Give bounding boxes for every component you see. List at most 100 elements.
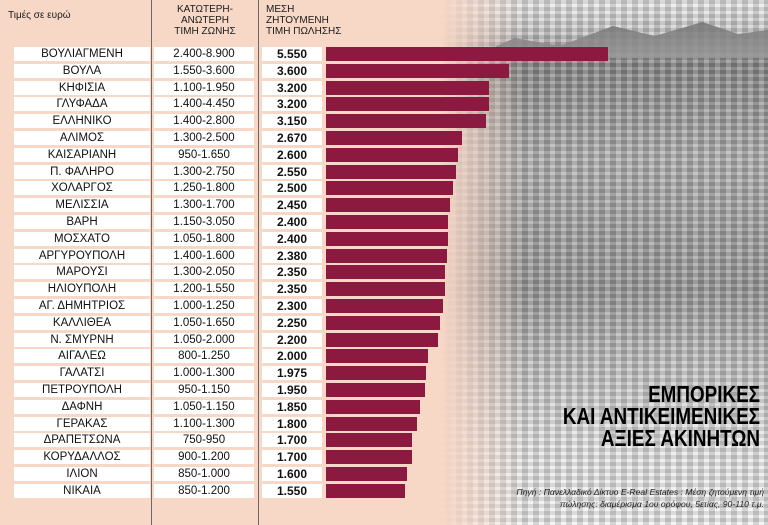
- price-bar: [326, 198, 450, 213]
- average-price: 3.150: [262, 114, 322, 129]
- area-name: ΓΕΡΑΚΑΣ: [14, 416, 150, 431]
- average-price: 2.350: [262, 265, 322, 280]
- average-price: 5.550: [262, 47, 322, 61]
- price-range: 850-1.000: [154, 467, 254, 481]
- area-name: ΚΑΙΣΑΡΙΑΝΗ: [14, 147, 150, 162]
- price-bar: [326, 399, 420, 414]
- price-bar: [326, 433, 412, 448]
- price-bar: [326, 114, 486, 129]
- area-name: ΠΕΤΡΟΥΠΟΛΗ: [14, 383, 150, 397]
- price-bar: [326, 215, 448, 229]
- area-name: ΔΡΑΠΕΤΣΩΝΑ: [14, 433, 150, 448]
- average-price: 2.250: [262, 315, 322, 330]
- area-name: ΝΙΚΑΙΑ: [14, 483, 150, 498]
- price-bar: [326, 131, 462, 145]
- price-bar: [326, 47, 608, 61]
- unit-label: Τιμές σε ευρώ: [8, 10, 71, 21]
- price-range: 2.400-8.900: [154, 47, 254, 61]
- average-price: 1.800: [262, 416, 322, 431]
- area-name: ΑΛΙΜΟΣ: [14, 131, 150, 145]
- average-price: 2.670: [262, 131, 322, 145]
- area-name: ΑΓ. ΔΗΜΗΤΡΙΟΣ: [14, 299, 150, 313]
- average-price: 2.600: [262, 147, 322, 162]
- average-price: 2.380: [262, 248, 322, 263]
- price-bar: [326, 299, 443, 313]
- area-name: ΜΑΡΟΥΣΙ: [14, 265, 150, 280]
- column-divider: [151, 0, 152, 525]
- price-bar: [326, 483, 405, 498]
- table-row: ΜΑΡΟΥΣΙ 1.300-2.050 2.350: [0, 265, 768, 280]
- price-header-line: ΜΕΣΗ: [266, 4, 295, 15]
- table-row: ΧΟΛΑΡΓΟΣ 1.250-1.800 2.500: [0, 181, 768, 196]
- price-bar: [326, 366, 426, 381]
- table-row: ΒΑΡΗ 1.150-3.050 2.400: [0, 215, 768, 230]
- price-bar: [326, 349, 428, 364]
- table-row: ΔΡΑΠΕΤΣΩΝΑ 750-950 1.700: [0, 433, 768, 448]
- average-price: 1.950: [262, 383, 322, 397]
- table-row: ΓΕΡΑΚΑΣ 1.100-1.300 1.800: [0, 416, 768, 432]
- city-photo: [440, 0, 768, 525]
- area-name: ΔΑΦΝΗ: [14, 399, 150, 414]
- title-line: ΚΑΙ ΑΝΤΙΚΕΙΜΕΝΙΚΕΣ: [562, 403, 760, 429]
- area-name: ΑΙΓΑΛΕΩ: [14, 349, 150, 364]
- price-bar: [326, 147, 458, 162]
- area-name: ΒΑΡΗ: [14, 215, 150, 229]
- price-bar: [326, 164, 456, 179]
- average-price: 2.350: [262, 282, 322, 297]
- table-row: ΓΑΛΑΤΣΙ 1.000-1.300 1.975: [0, 366, 768, 381]
- average-price: 3.200: [262, 97, 322, 112]
- range-header-line: ΤΙΜΗ ΖΩΝΗΣ: [174, 26, 236, 37]
- price-range: 1.000-1.250: [154, 299, 254, 313]
- average-price: 1.850: [262, 399, 322, 414]
- price-range: 950-1.150: [154, 383, 254, 397]
- table-row: ΚΟΡΥΔΑΛΛΟΣ 900-1.200 1.700: [0, 450, 768, 465]
- price-range: 1.400-4.450: [154, 97, 254, 112]
- table-row: ΚΑΙΣΑΡΙΑΝΗ 950-1.650 2.600: [0, 147, 768, 163]
- table-row: ΑΙΓΑΛΕΩ 800-1.250 2.000: [0, 349, 768, 364]
- price-bar: [326, 315, 440, 330]
- price-bar: [326, 231, 448, 246]
- table-row: ΑΓ. ΔΗΜΗΤΡΙΟΣ 1.000-1.250 2.300: [0, 299, 768, 314]
- table-row: ΝΙΚΑΙΑ 850-1.200 1.550: [0, 483, 768, 499]
- price-range: 1.250-1.800: [154, 181, 254, 196]
- area-name: ΚΟΡΥΔΑΛΛΟΣ: [14, 450, 150, 465]
- price-bar: [326, 383, 425, 397]
- price-bar: [326, 332, 438, 347]
- price-bar: [326, 450, 412, 465]
- table-row: ΒΟΥΛΑ 1.550-3.600 3.600: [0, 63, 768, 79]
- price-range: 1.300-2.750: [154, 164, 254, 179]
- price-range: 1.400-2.800: [154, 114, 254, 129]
- area-name: ΧΟΛΑΡΓΟΣ: [14, 181, 150, 196]
- average-price: 2.400: [262, 215, 322, 229]
- price-header-line: ΤΙΜΗ ΠΩΛΗΣΗΣ: [266, 26, 342, 37]
- table-row: Π. ΦΑΛΗΡΟ 1.300-2.750 2.550: [0, 164, 768, 180]
- table-row: ΠΕΤΡΟΥΠΟΛΗ 950-1.150 1.950: [0, 383, 768, 398]
- price-range: 1.150-3.050: [154, 215, 254, 229]
- area-name: Π. ΦΑΛΗΡΟ: [14, 164, 150, 179]
- area-name: ΗΛΙΟΥΠΟΛΗ: [14, 282, 150, 297]
- table-row: ΜΟΣΧΑΤΟ 1.050-1.800 2.400: [0, 231, 768, 247]
- average-price: 1.600: [262, 467, 322, 481]
- source-line: Πηγή : Πανελλαδικό Δίκτυο E-Real Estates…: [516, 487, 764, 497]
- area-name: ΓΑΛΑΤΣΙ: [14, 366, 150, 381]
- table-row: ΕΛΛΗΝΙΚΟ 1.400-2.800 3.150: [0, 114, 768, 129]
- area-name: ΙΛΙΟΝ: [14, 467, 150, 481]
- chart-title: ΕΜΠΟΡΙΚΕΣ ΚΑΙ ΑΝΤΙΚΕΙΜΕΝΙΚΕΣ ΑΞΙΕΣ ΑΚΙΝΗ…: [522, 383, 760, 451]
- price-range: 1.200-1.550: [154, 282, 254, 297]
- average-price: 2.550: [262, 164, 322, 179]
- area-name: Ν. ΣΜΥΡΝΗ: [14, 332, 150, 347]
- price-bar: [326, 181, 453, 196]
- price-bar: [326, 416, 417, 431]
- title-line: ΑΞΙΕΣ ΑΚΙΝΗΤΩΝ: [600, 425, 760, 451]
- price-range: 1.050-2.000: [154, 332, 254, 347]
- range-header-line: ΚΑΤΩΤΕΡΗ-: [176, 4, 233, 15]
- price-range: 1.050-1.650: [154, 315, 254, 330]
- average-price: 2.000: [262, 349, 322, 364]
- area-name: ΑΡΓΥΡΟΥΠΟΛΗ: [14, 248, 150, 263]
- price-range: 1.050-1.800: [154, 231, 254, 246]
- average-price: 2.400: [262, 231, 322, 246]
- table-row: ΑΡΓΥΡΟΥΠΟΛΗ 1.400-1.600 2.380: [0, 248, 768, 264]
- price-column-header: ΜΕΣΗ ΖΗΤΟΥΜΕΝΗ ΤΙΜΗ ΠΩΛΗΣΗΣ: [266, 4, 366, 37]
- table-row: ΒΟΥΛΙΑΓΜΕΝΗ 2.400-8.900 5.550: [0, 47, 768, 62]
- table-row: ΓΛΥΦΑΔΑ 1.400-4.450 3.200: [0, 97, 768, 112]
